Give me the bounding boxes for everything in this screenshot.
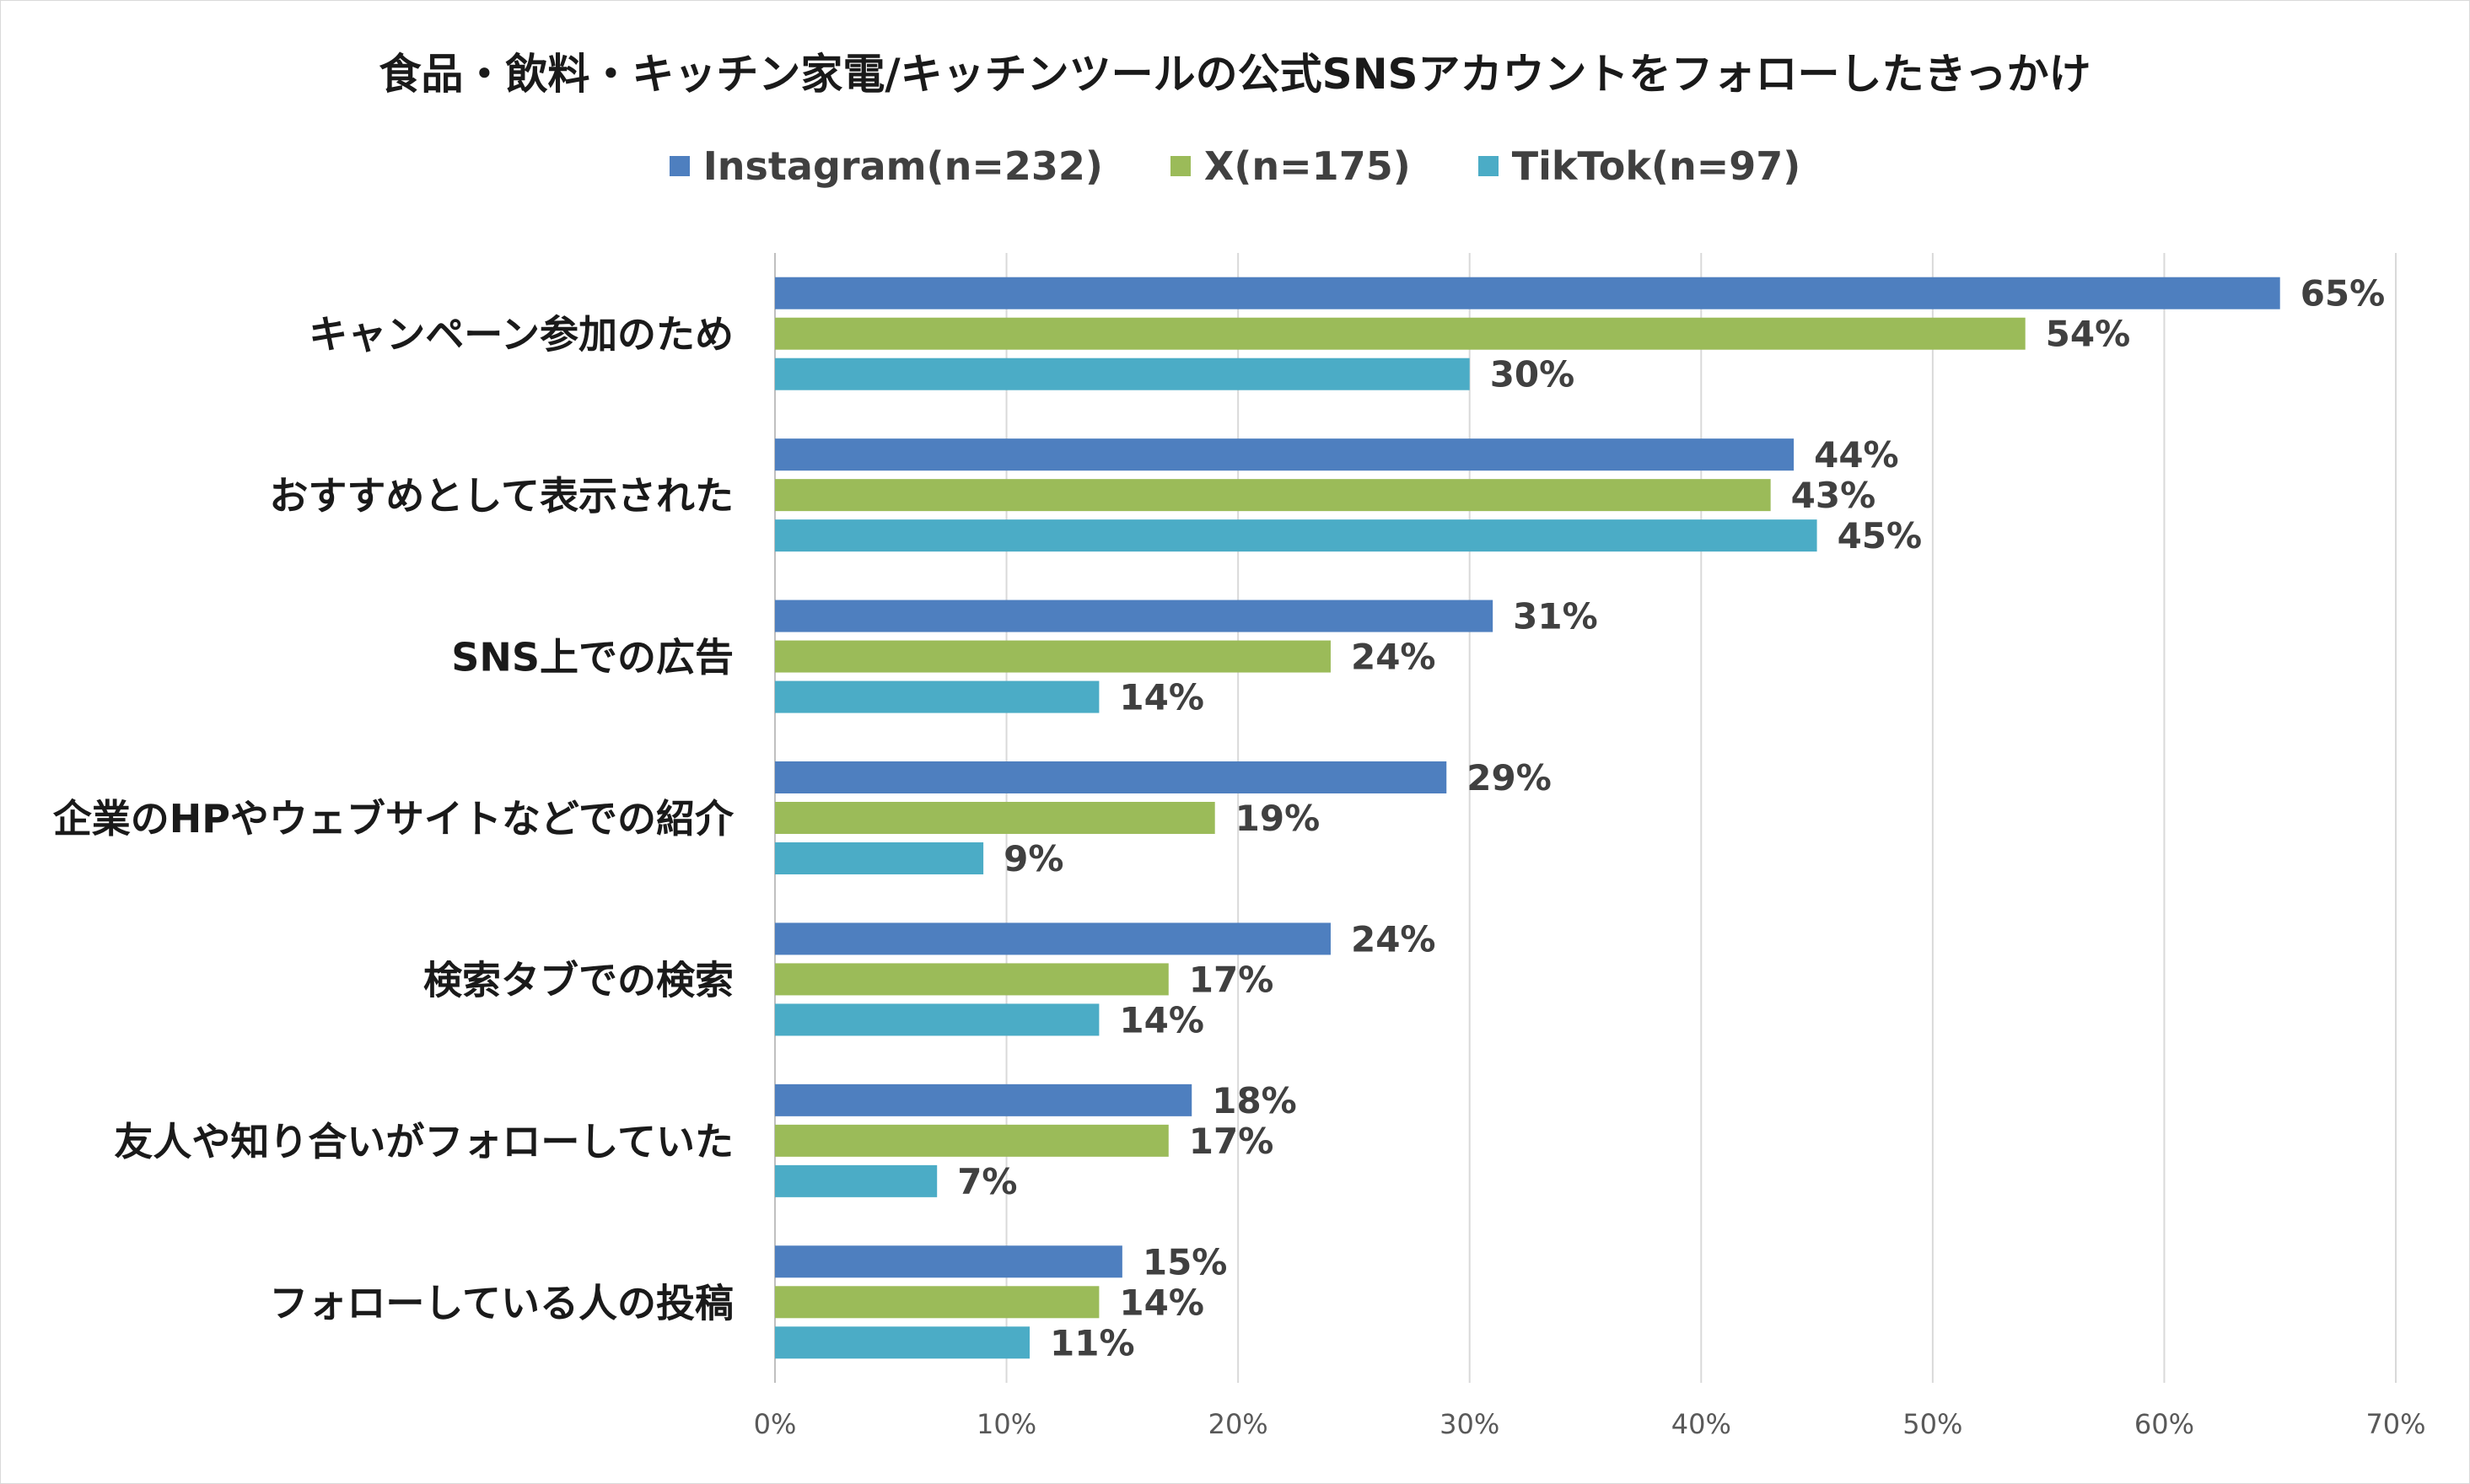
bar [775, 842, 984, 874]
bar [775, 1326, 1031, 1359]
data-label: 17% [1189, 1121, 1274, 1162]
x-tick-label: 50% [1902, 1408, 1962, 1440]
legend-item: TikTok(n=97) [1477, 143, 1801, 189]
bar [775, 519, 1817, 552]
x-tick-label: 40% [1671, 1408, 1731, 1440]
legend-swatch [1170, 156, 1191, 176]
category-label: 友人や知り合いがフォローしていた [114, 1119, 734, 1164]
bar [775, 358, 1470, 390]
x-tick-label: 30% [1439, 1408, 1499, 1440]
data-label: 14% [1119, 677, 1204, 718]
bar [775, 277, 2280, 309]
category-label: フォローしている人の投稿 [269, 1280, 734, 1325]
legend-swatch [1477, 156, 1499, 176]
bar [775, 317, 2026, 350]
data-label: 17% [1189, 959, 1274, 1000]
data-label: 45% [1838, 515, 1923, 556]
x-tick-label: 20% [1208, 1408, 1268, 1440]
category-label: SNS上での広告 [451, 635, 734, 680]
legend-item: X(n=175) [1170, 143, 1411, 189]
bar [775, 1164, 938, 1197]
legend-label: TikTok(n=97) [1511, 143, 1801, 189]
bar [775, 1003, 1100, 1036]
data-label: 9% [1004, 838, 1063, 879]
bar [775, 680, 1100, 713]
data-label: 7% [957, 1161, 1017, 1202]
data-label: 15% [1143, 1241, 1228, 1282]
data-label: 54% [2046, 314, 2131, 355]
bar [775, 761, 1447, 793]
x-tick-label: 0% [754, 1408, 797, 1440]
data-label: 43% [1791, 475, 1876, 516]
x-tick-label: 10% [977, 1408, 1036, 1440]
bar [775, 1286, 1100, 1319]
data-label: 31% [1513, 596, 1598, 637]
bar [775, 922, 1331, 955]
data-label: 30% [1490, 354, 1575, 395]
bar [775, 438, 1795, 471]
bar [775, 479, 1771, 512]
bar [775, 640, 1331, 673]
bar [775, 1124, 1169, 1157]
data-label: 11% [1050, 1322, 1135, 1363]
category-label: 検索タブでの検索 [423, 957, 734, 1003]
bar [775, 1245, 1122, 1278]
data-label: 14% [1119, 999, 1204, 1040]
bar [775, 1083, 1192, 1116]
data-label: 18% [1212, 1080, 1297, 1121]
data-label: 19% [1235, 798, 1321, 839]
legend-swatch [669, 156, 690, 176]
x-tick-label: 70% [2365, 1408, 2425, 1440]
category-label: 企業のHPやウェブサイトなどでの紹介 [53, 796, 735, 841]
legend-label: X(n=175) [1203, 143, 1411, 189]
legend-label: Instagram(n=232) [702, 143, 1103, 189]
category-label: キャンペーン参加のため [309, 312, 734, 358]
data-label: 29% [1466, 757, 1552, 798]
data-label: 14% [1119, 1282, 1204, 1323]
category-label: おすすめとして表示された [269, 473, 734, 519]
data-label: 44% [1814, 434, 1899, 476]
bar [775, 600, 1493, 632]
chart-legend: Instagram(n=232) X(n=175) TikTok(n=97) [0, 143, 2470, 189]
chart-title: 食品・飲料・キッチン家電/キッチンツールの公式SNSアカウントをフォローしたきっ… [379, 50, 2091, 99]
data-label: 24% [1351, 918, 1436, 960]
data-label: 65% [2300, 273, 2386, 315]
x-tick-label: 60% [2134, 1408, 2194, 1440]
bar [775, 963, 1169, 996]
data-label: 24% [1351, 637, 1436, 678]
legend-item: Instagram(n=232) [669, 143, 1103, 189]
bar [775, 802, 1215, 834]
